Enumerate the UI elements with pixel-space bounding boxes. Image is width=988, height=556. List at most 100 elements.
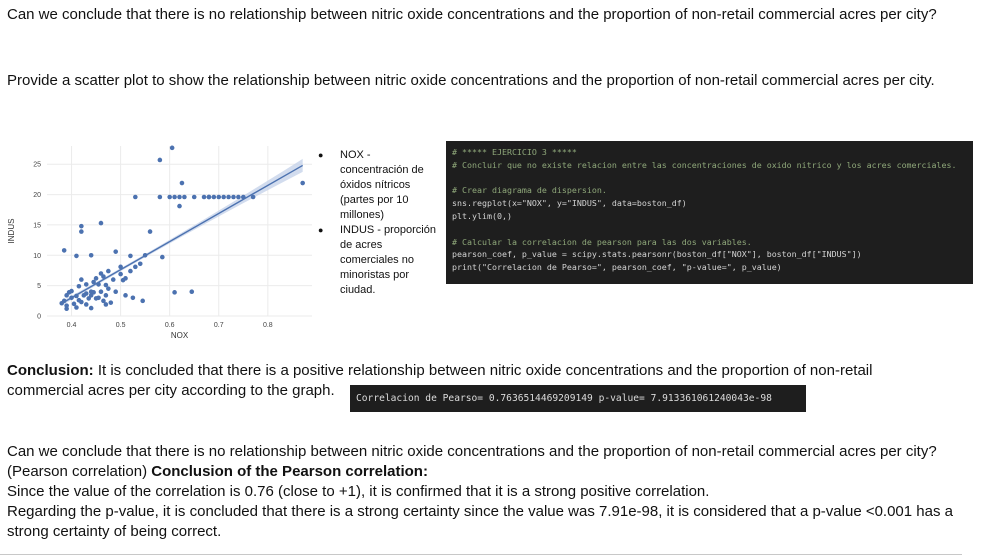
scatter-point xyxy=(69,288,74,294)
scatter-plot: 0.4 0.5 0.6 0.7 0.8 0 5 10 15 20 25 NOX INDUS xyxy=(7,145,312,340)
scatter-point xyxy=(231,194,236,200)
y-tick-label: 0 xyxy=(37,314,41,321)
scatter-point xyxy=(98,289,104,295)
code-line: sns.regplot(x="NOX", y="INDUS", data=bos… xyxy=(452,198,687,209)
x-axis-label: NOX xyxy=(171,331,189,340)
code-line: print("Correlacion de Pearso=", pearson_… xyxy=(452,262,782,273)
y-tick-label: 25 xyxy=(33,162,41,169)
scatter-point xyxy=(128,253,133,259)
scatter-point xyxy=(101,298,106,304)
scatter-point xyxy=(113,289,119,295)
scatter-point xyxy=(88,305,94,311)
x-tick-label: 0.5 xyxy=(116,322,126,329)
code-line xyxy=(452,223,967,236)
divider xyxy=(0,554,962,555)
scatter-point xyxy=(177,194,182,200)
scatter-point xyxy=(169,145,175,151)
scatter-point xyxy=(123,293,128,298)
scatter-point xyxy=(140,298,145,304)
y-tick-label: 10 xyxy=(33,253,41,260)
note-nox-text: NOX - concentración de óxidos nítricos (… xyxy=(340,149,424,221)
y-axis-label: INDUS xyxy=(7,219,16,244)
scatter-point xyxy=(76,297,82,303)
scatter-point xyxy=(211,194,217,200)
code-line xyxy=(452,172,967,185)
scatter-point xyxy=(236,194,241,200)
task-text: Provide a scatter plot to show the relat… xyxy=(7,72,935,89)
scatter-point xyxy=(79,229,84,234)
y-tick-label: 5 xyxy=(37,283,41,290)
scatter-point xyxy=(172,194,177,200)
code-line: pearson_coef, p_value = scipy.stats.pear… xyxy=(452,249,862,260)
x-tick-label: 0.6 xyxy=(165,322,175,329)
scatter-point xyxy=(137,261,143,267)
x-tick-label: 0.8 xyxy=(263,322,273,329)
variable-notes: ● NOX - concentración de óxidos nítricos… xyxy=(318,148,438,298)
scatter-point xyxy=(103,293,109,298)
scatter-point xyxy=(91,290,96,295)
pearson-section: Can we conclude that there is no relatio… xyxy=(7,442,977,542)
scatter-point xyxy=(177,203,182,209)
scatter-point xyxy=(206,194,212,200)
code-line: # Crear diagrama de dispersion. xyxy=(452,185,607,196)
scatter-point xyxy=(226,194,231,200)
scatter-point xyxy=(98,220,104,226)
code-output: Correlacion de Pearso= 0.763651446920914… xyxy=(350,385,806,412)
bullet-icon: ● xyxy=(318,225,324,235)
note-indus: ● INDUS - proporción de acres comerciale… xyxy=(318,223,438,298)
scatter-point xyxy=(128,268,133,274)
scatter-point xyxy=(147,229,153,234)
scatter-point xyxy=(179,180,185,186)
scatter-point xyxy=(64,306,69,312)
scatter-point xyxy=(133,194,138,200)
scatter-point xyxy=(74,305,79,310)
correlation-statement: Since the value of the correlation is 0.… xyxy=(7,483,710,500)
scatter-point xyxy=(201,194,207,200)
scatter-point xyxy=(79,277,84,282)
regression-line xyxy=(63,164,304,303)
code-line: plt.ylim(0,) xyxy=(452,210,512,221)
scatter-point xyxy=(182,194,187,200)
scatter-point xyxy=(96,295,101,301)
y-tick-label: 15 xyxy=(33,222,41,229)
bullet-icon: ● xyxy=(318,150,324,160)
y-tick-label: 20 xyxy=(33,192,41,199)
code-block: # ***** EJERCICIO 3 ***** # Concluir que … xyxy=(446,141,973,284)
scatter-point xyxy=(93,276,99,281)
scatter-point xyxy=(216,194,222,200)
scatter-point xyxy=(250,194,256,200)
scatter-point xyxy=(123,276,128,281)
scatter-point xyxy=(61,248,67,253)
code-line: # Concluir que no existe relacion entre … xyxy=(452,159,957,170)
scatter-point xyxy=(167,194,172,200)
scatter-point xyxy=(103,302,109,307)
conclusion-text: It is concluded that there is a positive… xyxy=(7,362,873,399)
scatter-point xyxy=(113,249,119,254)
note-indus-text: INDUS - proporción de acres comerciales … xyxy=(340,224,436,296)
pearson-conclusion-label: Conclusion of the Pearson correlation: xyxy=(151,463,428,480)
scatter-point xyxy=(130,295,136,301)
scatter-point xyxy=(300,180,305,186)
p-value-statement: Regarding the p-value, it is concluded t… xyxy=(7,503,953,540)
code-line: # Calcular la correlacion de pearson par… xyxy=(452,236,752,247)
scatter-point xyxy=(191,194,197,200)
code-line: # ***** EJERCICIO 3 ***** xyxy=(452,147,577,157)
scatter-point xyxy=(103,282,109,288)
scatter-point xyxy=(106,268,111,274)
scatter-point xyxy=(101,274,106,279)
scatter-point xyxy=(88,252,94,258)
note-nox: ● NOX - concentración de óxidos nítricos… xyxy=(318,148,438,223)
scatter-point xyxy=(118,271,123,277)
x-tick-label: 0.7 xyxy=(214,322,224,329)
scatter-point xyxy=(133,264,138,270)
bottom-question: Can we conclude that there is no relatio… xyxy=(7,443,937,480)
scatter-point xyxy=(74,253,79,259)
scatter-point xyxy=(91,279,96,285)
cut-off-text xyxy=(150,545,220,549)
scatter-point xyxy=(83,291,89,296)
x-tick-label: 0.4 xyxy=(67,322,77,329)
scatter-point xyxy=(157,157,163,163)
scatter-point xyxy=(118,264,123,270)
scatter-point xyxy=(83,282,89,287)
scatter-point xyxy=(71,301,77,307)
